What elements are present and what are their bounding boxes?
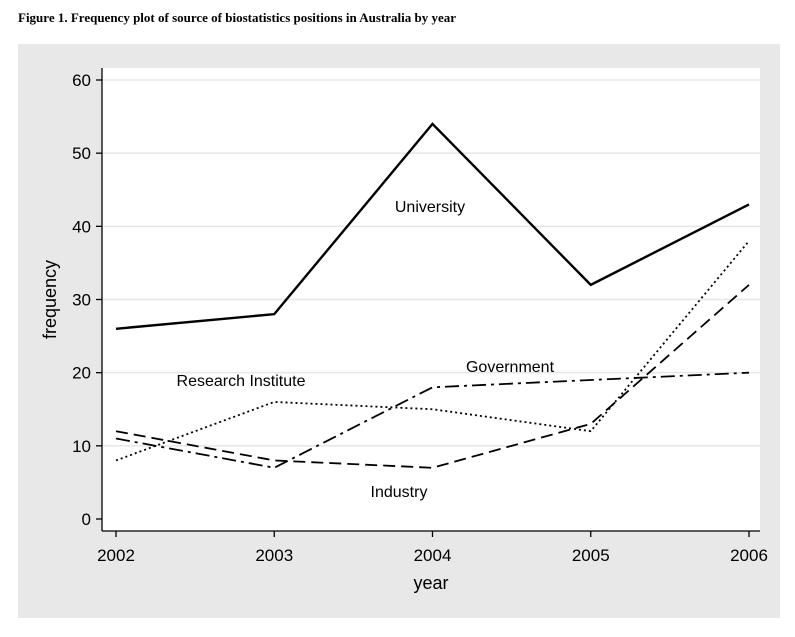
x-tick-label: 2006 xyxy=(730,546,768,565)
series-label-research-institute: Research Institute xyxy=(177,373,306,390)
x-axis-title: year xyxy=(413,573,448,593)
y-tick-label: 0 xyxy=(82,510,91,529)
series-line-university xyxy=(115,122,750,330)
series-line-government xyxy=(115,371,750,469)
y-tick-label: 40 xyxy=(72,217,91,236)
y-tick-label: 20 xyxy=(72,364,91,383)
x-tick-label: 2003 xyxy=(255,546,293,565)
series-label-industry: Industry xyxy=(371,484,428,501)
x-tick-label: 2004 xyxy=(414,546,452,565)
y-tick-label: 30 xyxy=(72,291,91,310)
figure-caption: Figure 1. Frequency plot of source of bi… xyxy=(18,10,457,25)
series-label-government: Government xyxy=(466,359,555,376)
x-tick-label: 2005 xyxy=(572,546,610,565)
y-axis-title: frequency xyxy=(40,260,60,339)
y-tick-label: 50 xyxy=(72,144,91,163)
y-tick-label: 10 xyxy=(72,437,91,456)
x-tick-label: 2002 xyxy=(97,546,135,565)
y-tick-label: 60 xyxy=(72,71,91,90)
series-label-university: University xyxy=(395,199,465,216)
